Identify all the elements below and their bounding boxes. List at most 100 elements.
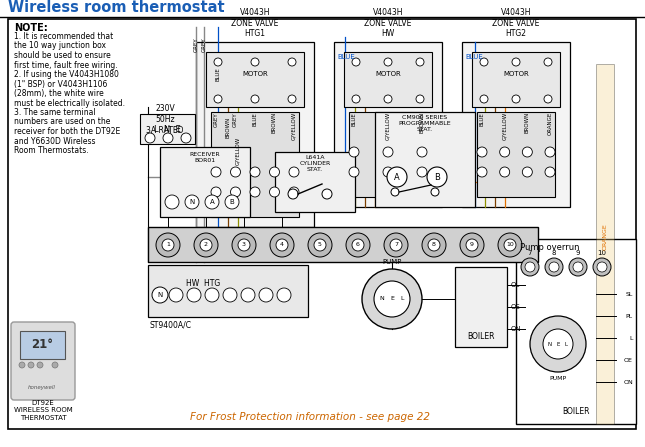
- Circle shape: [185, 195, 199, 209]
- Circle shape: [165, 195, 179, 209]
- Circle shape: [417, 167, 427, 177]
- Circle shape: [416, 95, 424, 103]
- Circle shape: [250, 187, 260, 197]
- Text: N: N: [157, 292, 163, 298]
- Text: Room Thermostats.: Room Thermostats.: [14, 146, 88, 155]
- Circle shape: [500, 147, 510, 157]
- Bar: [20, 331, 65, 359]
- Circle shape: [427, 167, 447, 187]
- Circle shape: [460, 233, 484, 257]
- Text: NOTE:: NOTE:: [14, 23, 48, 33]
- Text: B: B: [434, 173, 440, 181]
- Circle shape: [230, 167, 241, 177]
- Circle shape: [480, 95, 488, 103]
- Circle shape: [270, 233, 294, 257]
- Circle shape: [431, 188, 439, 196]
- Circle shape: [593, 258, 611, 276]
- Text: BROWN: BROWN: [525, 112, 530, 133]
- Circle shape: [417, 147, 427, 157]
- Circle shape: [238, 239, 250, 251]
- Text: 7: 7: [394, 243, 398, 248]
- Text: A: A: [210, 199, 214, 205]
- Circle shape: [28, 362, 34, 368]
- Circle shape: [187, 288, 201, 302]
- Text: 3. The same terminal: 3. The same terminal: [14, 108, 95, 117]
- Text: N: N: [380, 296, 384, 301]
- Text: OE: OE: [511, 304, 521, 310]
- Circle shape: [416, 58, 424, 66]
- Text: first time, fault free wiring.: first time, fault free wiring.: [14, 60, 117, 69]
- Text: 21°: 21°: [31, 337, 53, 350]
- Circle shape: [162, 239, 174, 251]
- Text: 10: 10: [506, 243, 514, 248]
- Circle shape: [205, 288, 219, 302]
- Bar: [596, 64, 614, 424]
- Circle shape: [308, 233, 332, 257]
- Text: BROWN: BROWN: [272, 112, 277, 133]
- Text: ON: ON: [623, 380, 633, 384]
- Text: G/YELLOW: G/YELLOW: [502, 112, 507, 140]
- Circle shape: [525, 262, 535, 272]
- Text: ORANGE: ORANGE: [548, 112, 553, 135]
- Text: 7: 7: [528, 250, 532, 256]
- Circle shape: [145, 133, 155, 143]
- Bar: [477, 112, 555, 197]
- Bar: [472, 52, 560, 107]
- Text: L  N  E: L N E: [154, 126, 181, 135]
- Text: L641A
CYLINDER
STAT.: L641A CYLINDER STAT.: [299, 155, 331, 172]
- Circle shape: [544, 95, 552, 103]
- Text: N: N: [548, 342, 552, 346]
- FancyBboxPatch shape: [11, 322, 75, 400]
- Circle shape: [500, 167, 510, 177]
- Circle shape: [52, 362, 58, 368]
- Circle shape: [391, 188, 399, 196]
- Circle shape: [314, 239, 326, 251]
- Circle shape: [270, 167, 279, 177]
- Text: OE: OE: [624, 358, 633, 363]
- Circle shape: [181, 133, 191, 143]
- Circle shape: [521, 258, 539, 276]
- Circle shape: [214, 58, 222, 66]
- Bar: [196, 42, 314, 227]
- Circle shape: [374, 281, 410, 317]
- Text: 10: 10: [597, 250, 606, 256]
- Text: ON: ON: [511, 326, 522, 332]
- Text: ST9400A/C: ST9400A/C: [150, 320, 192, 329]
- Circle shape: [214, 95, 222, 103]
- Circle shape: [549, 262, 559, 272]
- Text: GREY: GREY: [213, 112, 219, 127]
- Circle shape: [384, 233, 408, 257]
- Circle shape: [194, 233, 218, 257]
- Text: BLUE: BLUE: [252, 112, 257, 126]
- Text: BLUE: BLUE: [465, 54, 482, 60]
- Text: N: N: [190, 199, 195, 205]
- Circle shape: [352, 58, 360, 66]
- Circle shape: [19, 362, 25, 368]
- Circle shape: [352, 239, 364, 251]
- Text: MOTOR: MOTOR: [375, 72, 401, 77]
- Text: E: E: [556, 342, 560, 346]
- Bar: [344, 52, 432, 107]
- Circle shape: [383, 167, 393, 177]
- Circle shape: [545, 258, 563, 276]
- Circle shape: [211, 187, 221, 197]
- Bar: [516, 239, 636, 424]
- Circle shape: [156, 233, 180, 257]
- Circle shape: [477, 147, 487, 157]
- Circle shape: [241, 288, 255, 302]
- Circle shape: [512, 95, 520, 103]
- Text: G/YELLOW: G/YELLOW: [235, 137, 241, 165]
- Text: (1" BSP) or V4043H1106: (1" BSP) or V4043H1106: [14, 80, 107, 89]
- Circle shape: [288, 189, 298, 199]
- Text: GREY: GREY: [194, 37, 199, 51]
- Circle shape: [498, 233, 522, 257]
- Text: DT92E
WIRELESS ROOM
THERMOSTAT: DT92E WIRELESS ROOM THERMOSTAT: [14, 400, 72, 421]
- Circle shape: [466, 239, 478, 251]
- Circle shape: [522, 147, 532, 157]
- Circle shape: [390, 239, 402, 251]
- Text: CM900 SERIES
PROGRAMMABLE
STAT.: CM900 SERIES PROGRAMMABLE STAT.: [399, 115, 452, 131]
- Text: G/YELLOW: G/YELLOW: [386, 112, 390, 140]
- Text: BLUE: BLUE: [479, 112, 484, 126]
- Text: GREY: GREY: [201, 37, 206, 51]
- Circle shape: [230, 187, 241, 197]
